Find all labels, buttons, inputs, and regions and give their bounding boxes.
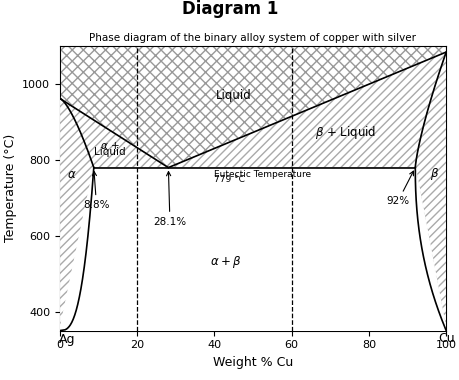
Text: 28.1%: 28.1% (153, 172, 186, 227)
Polygon shape (60, 46, 445, 331)
Polygon shape (414, 52, 445, 331)
Text: $\alpha$: $\alpha$ (67, 168, 76, 180)
Text: 92%: 92% (386, 171, 413, 206)
Text: Cu: Cu (437, 332, 453, 345)
X-axis label: Weight % Cu: Weight % Cu (213, 356, 292, 369)
Text: $\beta$ + Liquid: $\beta$ + Liquid (314, 125, 375, 141)
Title: Phase diagram of the binary alloy system of copper with silver: Phase diagram of the binary alloy system… (90, 33, 415, 43)
Polygon shape (60, 98, 94, 331)
Text: 8.8%: 8.8% (83, 172, 110, 210)
Text: $\beta$: $\beta$ (429, 166, 438, 182)
Text: Ag: Ag (59, 332, 76, 345)
Y-axis label: Temperature (°C): Temperature (°C) (4, 134, 17, 242)
Polygon shape (168, 52, 445, 168)
Text: $\alpha$ +: $\alpha$ + (100, 140, 120, 150)
Text: $\alpha + \beta$: $\alpha + \beta$ (210, 254, 241, 270)
Text: Liquid: Liquid (215, 89, 251, 101)
Text: Diagram 1: Diagram 1 (181, 0, 278, 18)
Polygon shape (60, 46, 445, 168)
Polygon shape (60, 168, 445, 331)
Polygon shape (60, 98, 168, 168)
Text: Eutectic Temperature: Eutectic Temperature (214, 169, 311, 179)
Text: 779 °C: 779 °C (214, 175, 245, 184)
Text: Liquid: Liquid (94, 147, 126, 157)
